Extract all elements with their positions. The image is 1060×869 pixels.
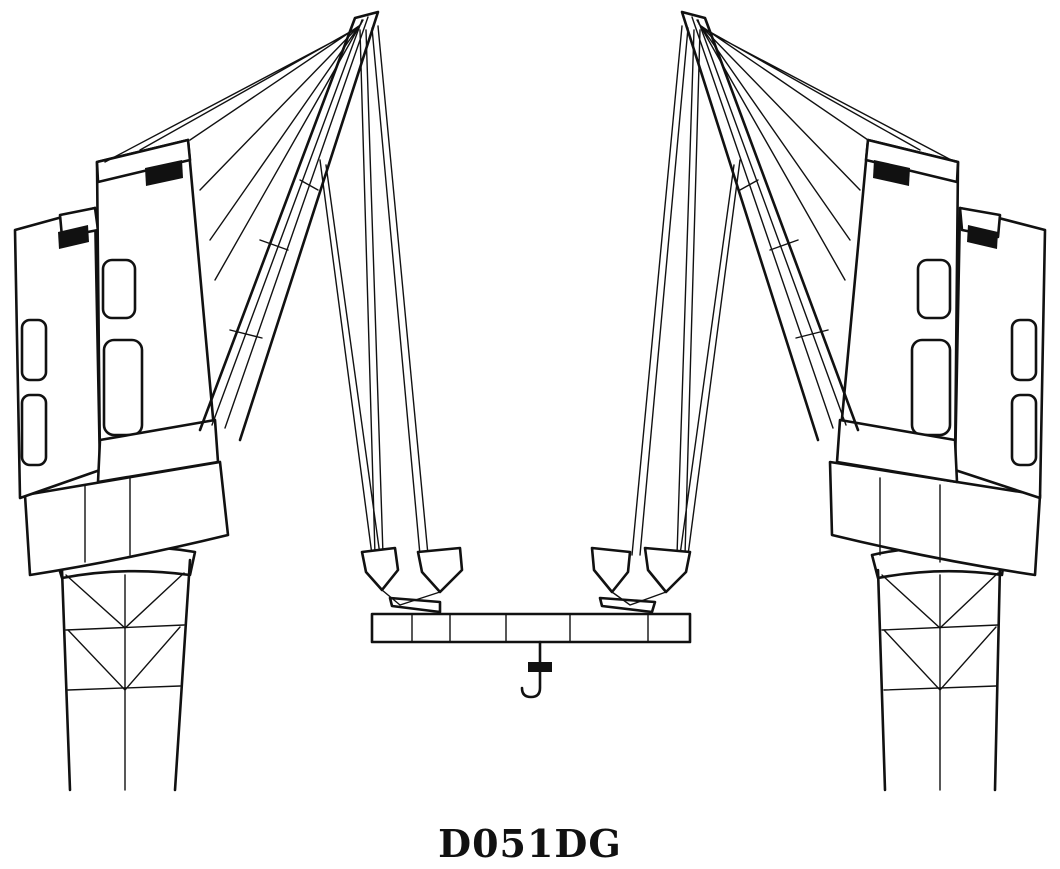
left-crane-boom	[104, 10, 380, 442]
hook-blocks	[360, 546, 692, 614]
right-crane-hoist-wires	[631, 25, 741, 556]
hook-block-left-1	[360, 546, 400, 592]
left-crane-hoist-wires	[319, 25, 429, 556]
right-crane-boom	[680, 10, 956, 442]
spreader-beam	[370, 612, 692, 644]
hook-block-left-2	[416, 546, 464, 594]
left-crane-slewing-ring	[23, 460, 230, 577]
left-crane-pedestal	[53, 545, 197, 792]
left-crane	[13, 10, 429, 792]
right-crane-slewing-ring	[828, 460, 1042, 577]
main-hook-icon	[520, 640, 552, 699]
hook-block-right-1	[590, 546, 632, 594]
hook-block-right-2	[643, 546, 692, 594]
right-crane	[631, 10, 1047, 792]
right-crane-pedestal	[870, 545, 1007, 792]
figure-code-label: D051DG	[438, 821, 622, 866]
